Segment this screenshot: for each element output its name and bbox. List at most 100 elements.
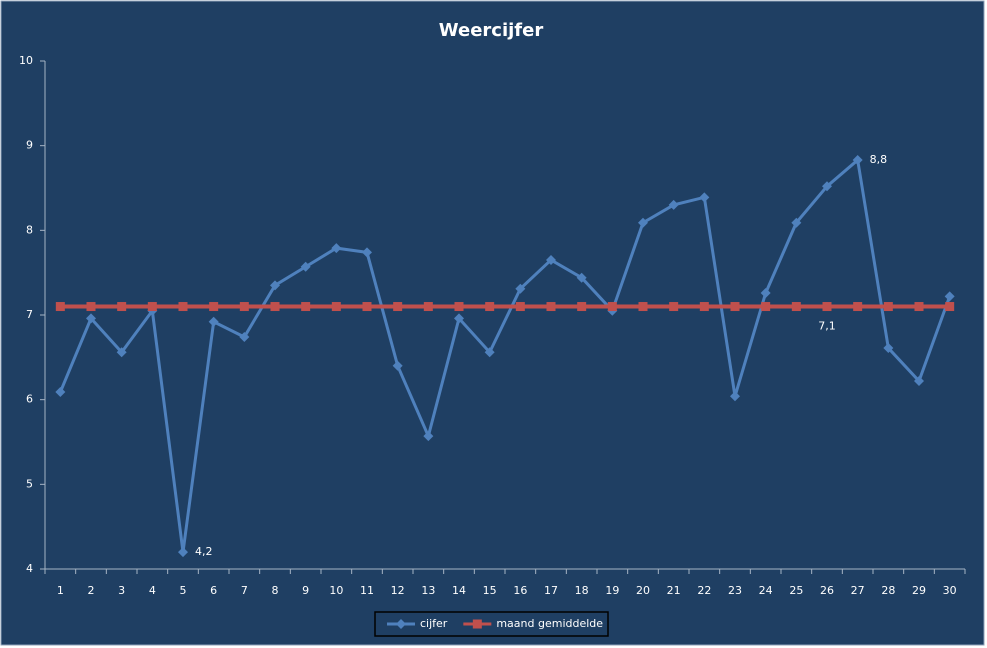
data-label: 4,2 xyxy=(195,545,213,558)
x-tick-label: 6 xyxy=(210,584,217,597)
y-tick-label: 8 xyxy=(26,223,33,236)
marker xyxy=(914,302,924,312)
x-tick-label: 10 xyxy=(329,584,343,597)
marker xyxy=(485,302,495,312)
marker xyxy=(117,302,127,312)
marker xyxy=(607,302,617,312)
x-tick-label: 16 xyxy=(513,584,527,597)
series-line xyxy=(58,157,952,553)
marker xyxy=(914,376,924,387)
marker xyxy=(699,302,709,312)
marker xyxy=(472,619,482,629)
x-tick-label: 2 xyxy=(88,584,95,597)
marker xyxy=(761,302,771,312)
marker xyxy=(852,155,863,166)
marker xyxy=(393,302,403,312)
y-tick-label: 4 xyxy=(26,562,33,575)
x-tick-label: 17 xyxy=(544,584,558,597)
marker xyxy=(822,181,832,192)
marker xyxy=(515,283,526,294)
marker xyxy=(883,302,893,312)
y-tick-label: 10 xyxy=(19,54,33,67)
x-tick-label: 24 xyxy=(759,584,773,597)
x-tick-label: 5 xyxy=(180,584,187,597)
marker xyxy=(760,287,771,298)
y-tick-label: 6 xyxy=(26,393,33,406)
x-tick-label: 19 xyxy=(605,584,619,597)
marker xyxy=(423,431,434,442)
x-tick-label: 15 xyxy=(483,584,497,597)
marker xyxy=(392,360,403,371)
marker xyxy=(699,192,710,203)
marker xyxy=(362,247,372,258)
marker xyxy=(853,302,863,312)
marker xyxy=(730,391,740,402)
x-tick-label: 7 xyxy=(241,584,248,597)
x-tick-label: 23 xyxy=(728,584,742,597)
marker xyxy=(945,302,955,312)
x-tick-label: 25 xyxy=(789,584,803,597)
marker xyxy=(576,272,587,283)
marker xyxy=(730,302,740,312)
x-tick-label: 21 xyxy=(667,584,681,597)
marker xyxy=(209,302,219,312)
marker xyxy=(270,302,280,312)
marker xyxy=(791,302,801,312)
marker xyxy=(791,217,802,228)
chart-title: Weercijfer xyxy=(439,20,544,41)
marker xyxy=(883,343,894,354)
marker xyxy=(454,313,464,324)
marker xyxy=(208,316,219,327)
x-tick-label: 27 xyxy=(851,584,865,597)
y-tick-label: 5 xyxy=(26,477,33,490)
marker xyxy=(178,302,188,312)
marker xyxy=(270,280,280,291)
x-tick-label: 14 xyxy=(452,584,466,597)
marker xyxy=(454,302,464,312)
x-tick-label: 9 xyxy=(302,584,309,597)
x-tick-label: 18 xyxy=(575,584,589,597)
x-tick-label: 8 xyxy=(272,584,279,597)
x-tick-label: 22 xyxy=(697,584,711,597)
x-tick-label: 4 xyxy=(149,584,156,597)
marker xyxy=(55,302,65,312)
x-tick-label: 13 xyxy=(421,584,435,597)
x-tick-label: 3 xyxy=(118,584,125,597)
marker xyxy=(86,313,96,324)
data-label: 7,1 xyxy=(818,320,836,333)
marker xyxy=(515,302,525,312)
x-tick-label: 30 xyxy=(943,584,957,597)
marker xyxy=(396,619,406,629)
marker xyxy=(178,547,188,558)
marker xyxy=(116,347,127,358)
marker xyxy=(239,332,250,343)
marker xyxy=(638,217,648,228)
marker xyxy=(331,243,342,254)
marker xyxy=(668,199,679,210)
marker xyxy=(944,291,955,302)
y-tick-label: 9 xyxy=(26,139,33,152)
data-label: 8,8 xyxy=(870,153,888,166)
x-tick-label: 12 xyxy=(391,584,405,597)
marker xyxy=(669,302,679,312)
marker xyxy=(362,302,372,312)
marker xyxy=(55,387,66,398)
marker xyxy=(546,302,556,312)
x-tick-label: 1 xyxy=(57,584,64,597)
marker xyxy=(147,302,157,312)
marker xyxy=(331,302,341,312)
x-tick-label: 20 xyxy=(636,584,650,597)
x-tick-label: 29 xyxy=(912,584,926,597)
marker xyxy=(484,347,495,358)
marker xyxy=(638,302,648,312)
marker xyxy=(301,302,311,312)
y-tick-label: 7 xyxy=(26,308,33,321)
marker xyxy=(86,302,96,312)
marker xyxy=(546,254,556,265)
marker xyxy=(822,302,832,312)
x-tick-label: 11 xyxy=(360,584,374,597)
x-tick-label: 28 xyxy=(881,584,895,597)
